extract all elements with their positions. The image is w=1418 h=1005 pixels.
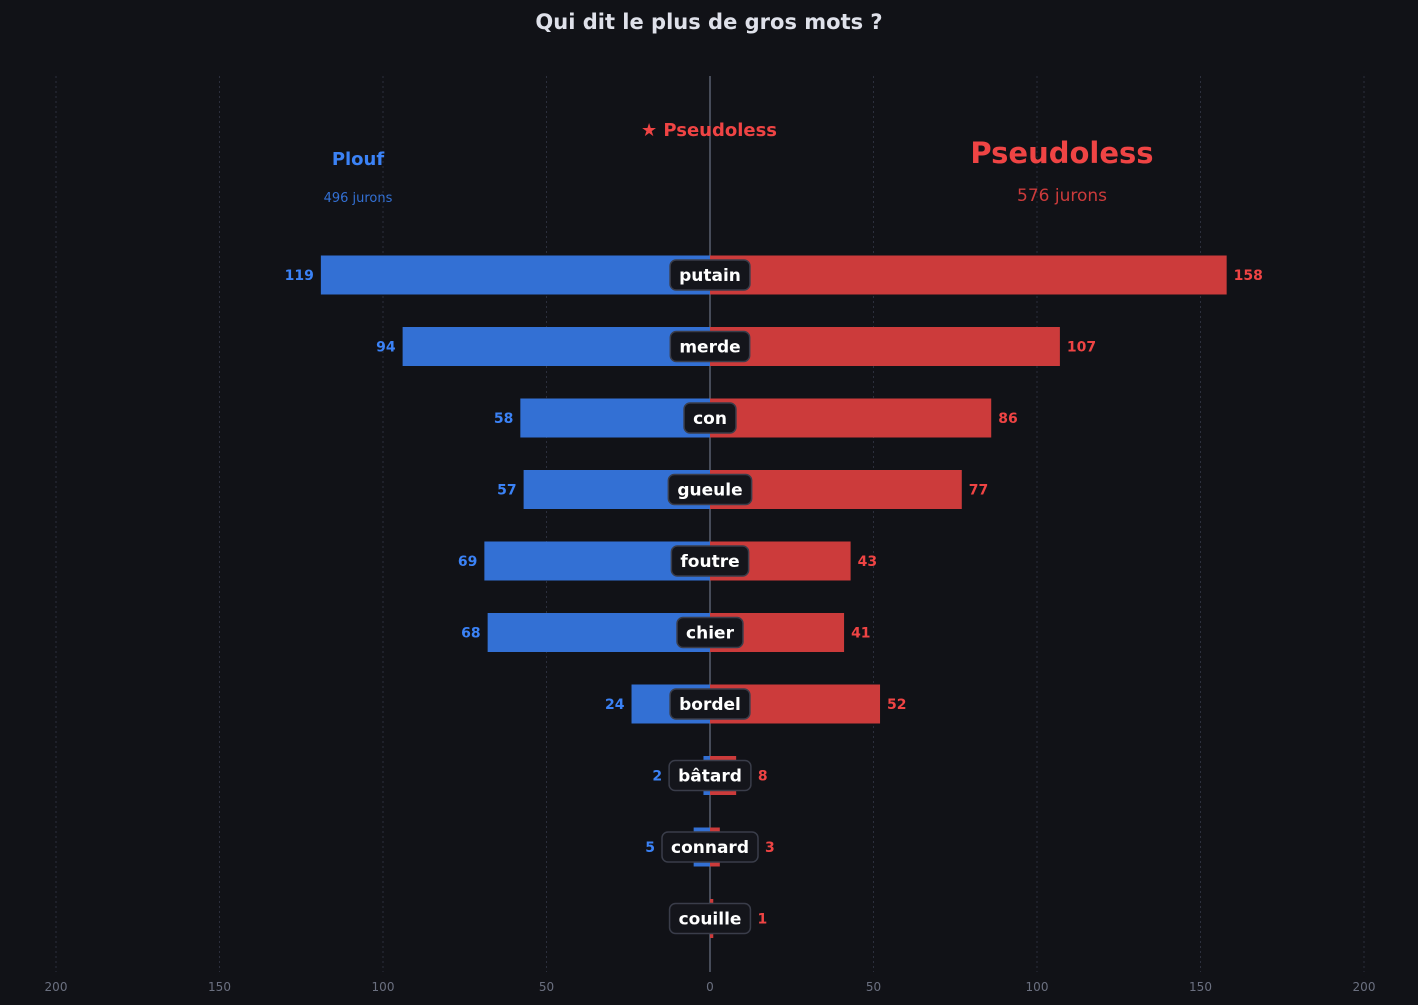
category-label: con: [693, 409, 727, 429]
value-label-left: 58: [494, 411, 513, 427]
category-label: merde: [679, 338, 740, 358]
category-label: connard: [671, 838, 749, 858]
bar-right-con: [710, 398, 992, 438]
x-tick-label: 200: [1353, 980, 1376, 994]
value-label-right: 3: [765, 840, 775, 856]
right-player-total: 576 jurons: [1017, 186, 1107, 206]
bar-right-putain: [710, 255, 1227, 295]
category-label-box: [669, 688, 751, 720]
category-label: putain: [679, 266, 741, 286]
value-label-left: 119: [285, 268, 314, 284]
category-label-box: [667, 473, 753, 506]
value-label-left: 24: [605, 697, 625, 713]
category-label-box: [670, 545, 750, 577]
left-player-name: Plouf: [332, 149, 385, 170]
bar-left-merde: [402, 327, 710, 366]
x-tick-label: 150: [208, 980, 231, 994]
right-player-name: Pseudoless: [970, 136, 1153, 170]
x-tick-label: 200: [45, 980, 68, 994]
category-label-box: [683, 402, 737, 434]
category-label: couille: [679, 910, 742, 930]
category-label-box: [669, 330, 751, 363]
value-label-right: 1: [757, 912, 767, 928]
value-label-left: 5: [645, 840, 655, 856]
value-label-right: 158: [1234, 268, 1263, 284]
x-tick-label: 100: [372, 980, 395, 994]
value-label-left: 69: [458, 554, 477, 570]
category-label-box: [668, 902, 752, 935]
x-tick-label: 50: [539, 980, 554, 994]
value-label-right: 52: [887, 697, 906, 713]
chart-title: Qui dit le plus de gros mots ?: [535, 10, 882, 34]
x-tick-label: 100: [1026, 980, 1049, 994]
category-label-box: [661, 831, 759, 863]
category-label-box: [668, 759, 752, 792]
winner-label: ★ Pseudoless: [641, 120, 777, 141]
category-label: bordel: [679, 695, 741, 715]
value-label-right: 107: [1067, 340, 1096, 356]
category-label: foutre: [680, 552, 739, 572]
value-label-right: 8: [758, 769, 768, 785]
value-label-right: 43: [858, 554, 877, 570]
value-label-left: 57: [497, 483, 516, 499]
value-label-left: 68: [461, 626, 480, 642]
bar-left-chier: [487, 613, 710, 652]
category-label: gueule: [677, 481, 742, 501]
bar-left-putain: [320, 255, 710, 295]
x-tick-label: 0: [706, 980, 714, 994]
category-label-box: [669, 259, 751, 291]
category-label: bâtard: [678, 767, 742, 787]
value-label-right: 77: [969, 483, 988, 499]
x-tick-label: 150: [1189, 980, 1212, 994]
category-label: chier: [686, 624, 735, 644]
value-label-right: 86: [998, 411, 1017, 427]
value-label-left: 2: [652, 769, 662, 785]
category-label-box: [676, 616, 744, 649]
value-label-right: 41: [851, 626, 870, 642]
x-tick-label: 50: [866, 980, 881, 994]
bar-right-merde: [710, 327, 1060, 366]
left-player-total: 496 jurons: [324, 191, 393, 206]
bar-left-con: [520, 398, 710, 438]
value-label-left: 94: [376, 340, 396, 356]
